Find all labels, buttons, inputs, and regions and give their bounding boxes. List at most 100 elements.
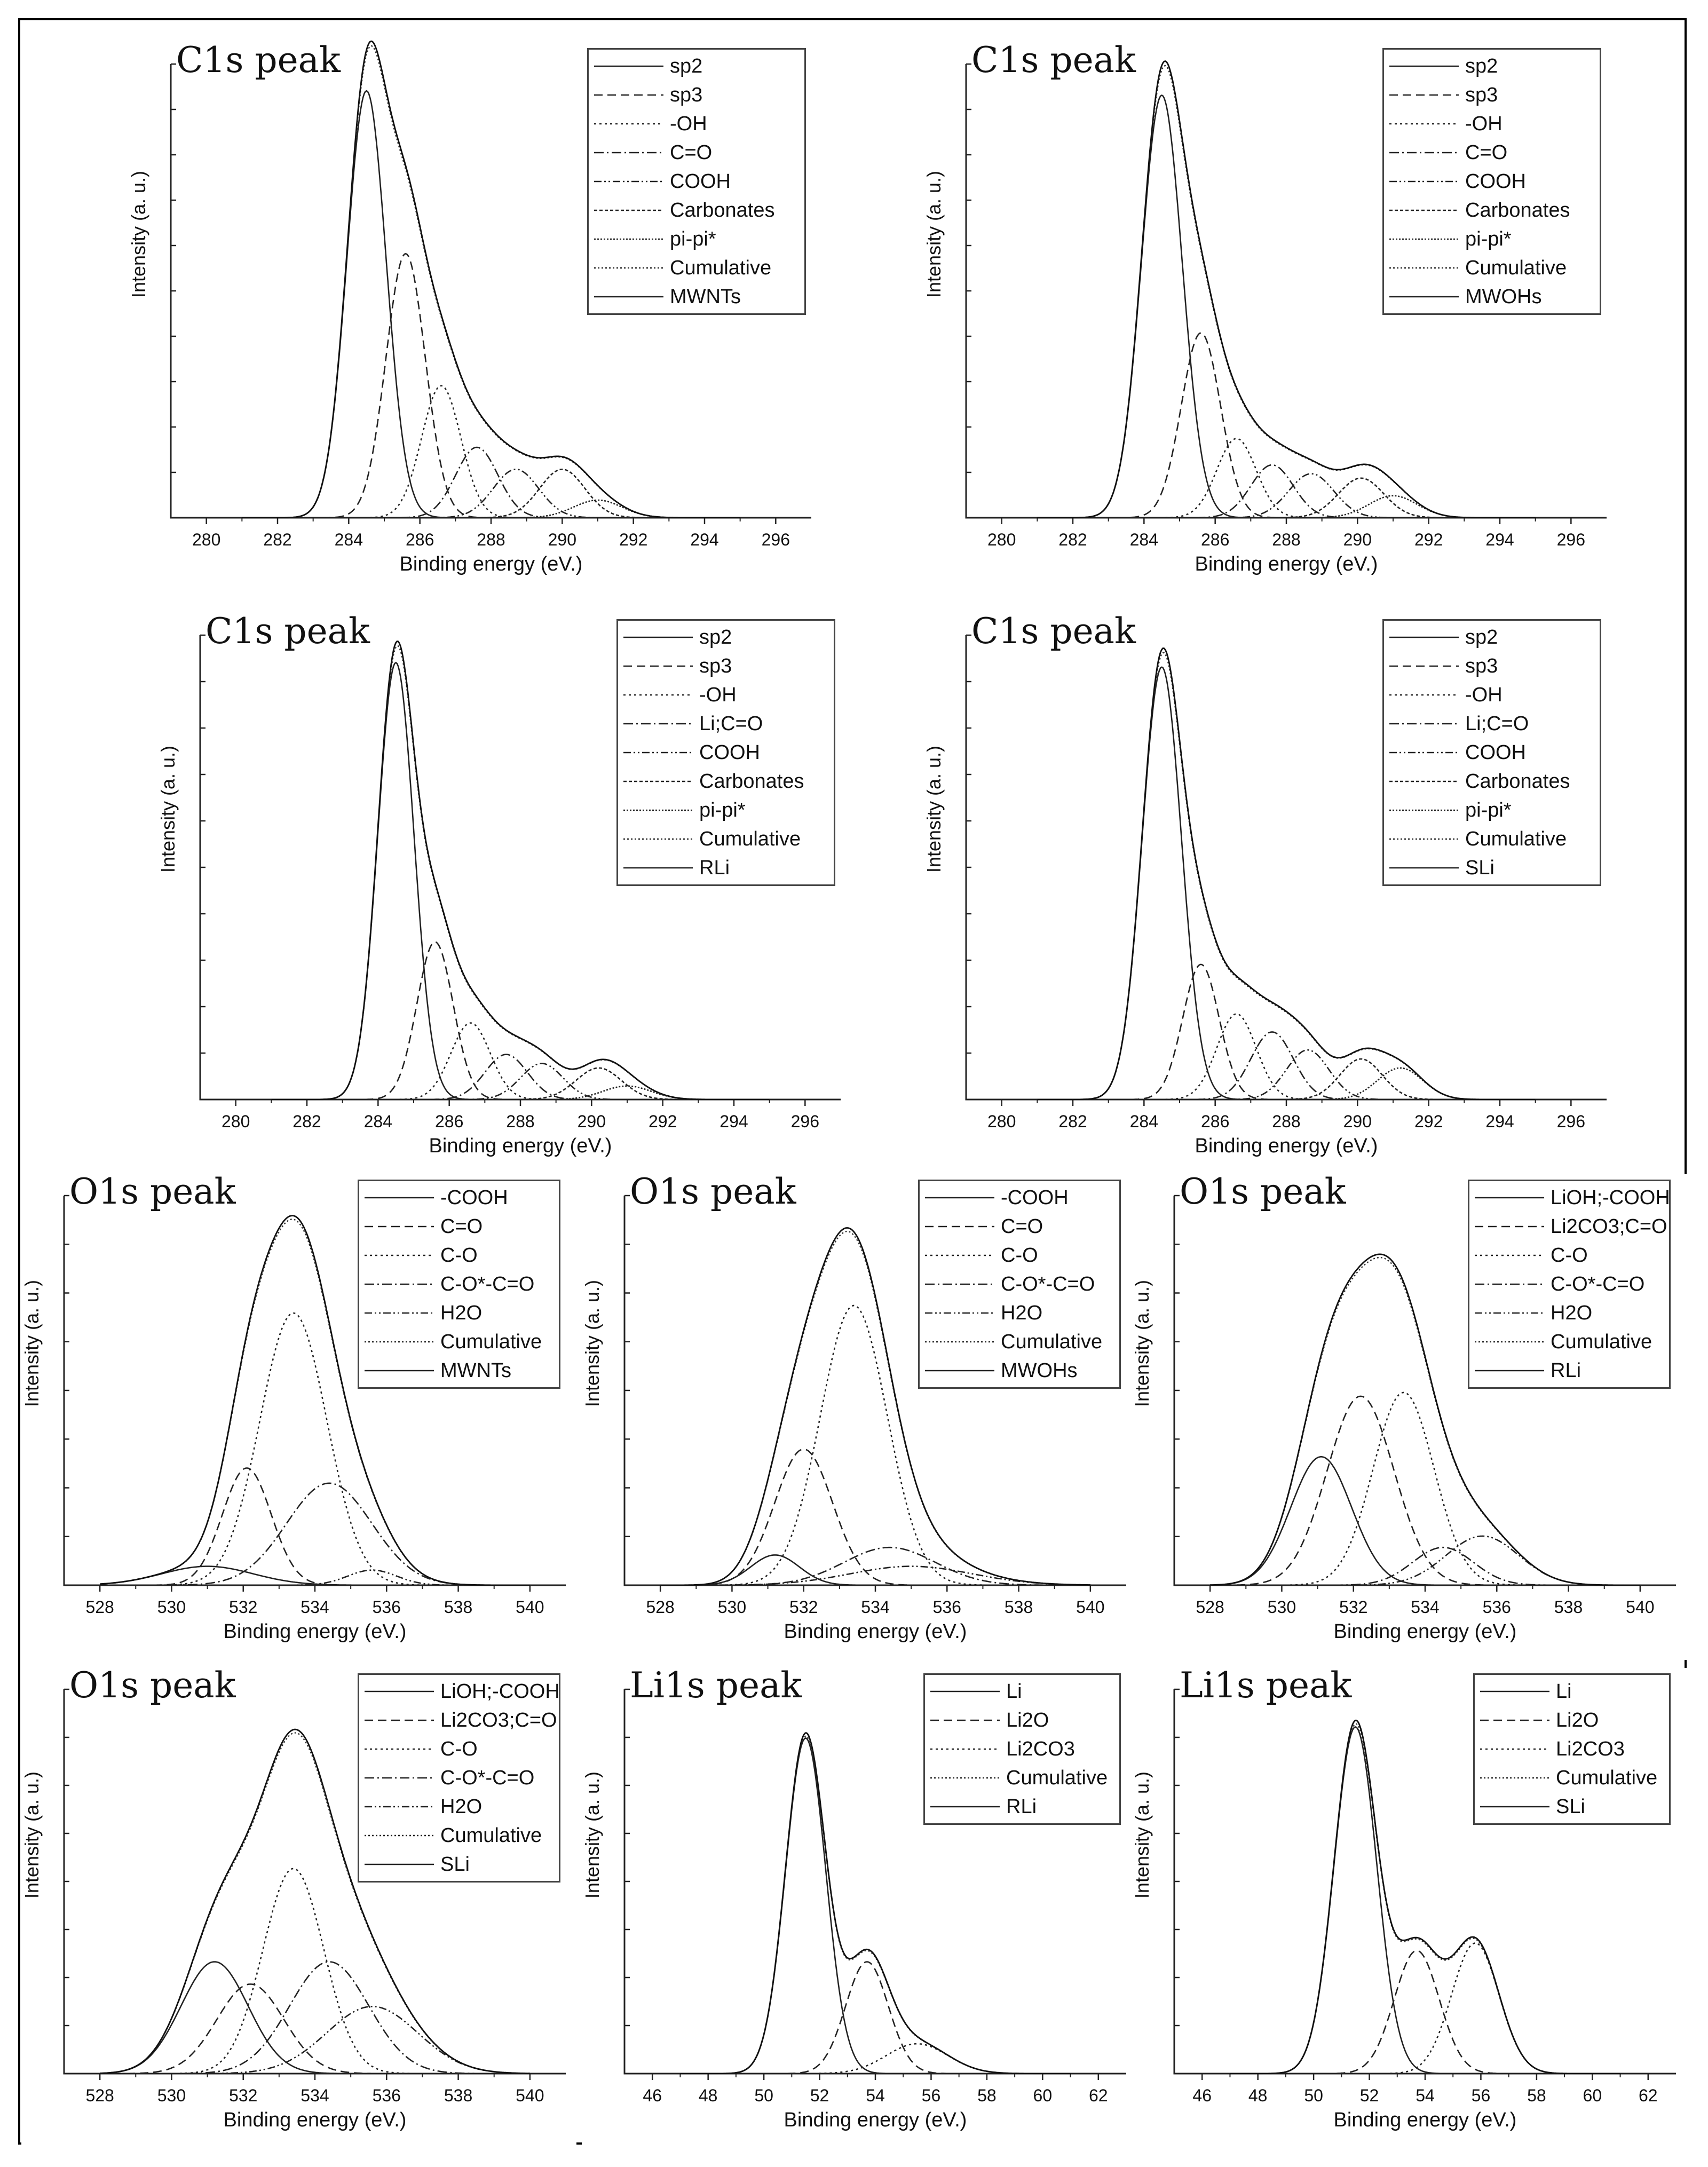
- legend-label: sp3: [699, 654, 732, 677]
- legend-item-lioh-cooh: LiOH;-COOH: [1469, 1183, 1670, 1212]
- chart-svg: 528 530 532 534 536 538 540: [623, 1195, 1126, 1617]
- series-oh: [242, 385, 740, 519]
- legend-item-sp2: sp2: [1384, 52, 1600, 81]
- chart-panel-10: 46 48 50 52 54 56 58 60 62 Li1s peak Intensity (a.…: [1131, 1665, 1687, 2148]
- series-c-o: [660, 1448, 1090, 1586]
- legend-item-sp3: sp3: [618, 652, 834, 681]
- legend-label: C-O: [1551, 1244, 1588, 1267]
- x-tick-label: 282: [1058, 530, 1087, 549]
- legend-label: H2O: [1551, 1301, 1593, 1324]
- legend-label: Cumulative: [440, 1824, 542, 1847]
- series-h2o: [100, 1569, 530, 1586]
- legend-item-carbonates: Carbonates: [1384, 767, 1600, 796]
- x-tick-label: 54: [866, 2086, 885, 2105]
- legend-label: -OH: [1465, 112, 1503, 135]
- legend-label: pi-pi*: [699, 798, 746, 821]
- chart-panel-1: 280 282 284 286 288 290 292 294 296 C1s peak Inten…: [128, 39, 822, 592]
- legend-label: Li2O: [1556, 1709, 1599, 1731]
- legend-swatch: [365, 1806, 434, 1808]
- x-tick-label: 284: [1130, 1112, 1158, 1131]
- x-tick-label: 282: [1058, 1112, 1087, 1131]
- legend-swatch: [1480, 1690, 1549, 1693]
- legend-label: LiOH;-COOH: [440, 1680, 560, 1703]
- legend-label: COOH: [1465, 170, 1526, 193]
- series-lioh-cooh: [100, 1961, 530, 2075]
- x-axis-label: Binding energy (eV.): [784, 1620, 967, 1643]
- legend-swatch: [1475, 1225, 1544, 1228]
- series-sample: [99, 1215, 530, 1586]
- x-axis-label: Binding energy (eV.): [1195, 553, 1378, 575]
- legend-swatch: [1389, 296, 1459, 298]
- series-sample: [1210, 1253, 1640, 1586]
- x-tick-label: 294: [690, 530, 718, 549]
- legend-swatch: [930, 1748, 1000, 1750]
- series-h2o: [660, 1565, 1090, 1586]
- x-tick-label: 292: [649, 1112, 677, 1131]
- series-pi-pi: [242, 499, 740, 519]
- legend-item-pi-pi: pi-pi*: [589, 225, 804, 254]
- legend-item-sli: SLi: [1475, 1792, 1669, 1821]
- legend-swatch: [1389, 694, 1459, 696]
- legend-label: C-O: [1001, 1244, 1038, 1267]
- x-tick-label: 532: [789, 1597, 818, 1617]
- x-tick-label: 62: [1639, 2086, 1658, 2105]
- chart-title: C1s peak: [971, 39, 1136, 81]
- legend-swatch: [930, 1777, 1000, 1779]
- series-sample: [242, 40, 740, 519]
- legend: sp2 sp3 -OH C=O COOH Carbonates pi-pi* Cumulati…: [587, 48, 806, 315]
- legend-label: Cumulative: [1001, 1330, 1103, 1353]
- legend-item-c-o: C-O: [1469, 1241, 1669, 1270]
- legend-swatch: [365, 1748, 434, 1750]
- legend-item-c-o: C-O: [359, 1735, 559, 1763]
- legend-label: sp3: [670, 83, 703, 106]
- legend-swatch: [365, 1283, 434, 1285]
- x-axis-label: Binding energy (eV.): [784, 2109, 967, 2131]
- chart-title: C1s peak: [971, 611, 1136, 652]
- x-tick-label: 56: [922, 2086, 941, 2105]
- x-tick-label: 280: [192, 530, 220, 549]
- chart-svg: 528 530 532 534 536 538 540: [1173, 1195, 1676, 1617]
- legend-swatch: [1389, 867, 1459, 869]
- y-axis-label: Intensity (a. u.): [1131, 1771, 1153, 1899]
- legend-label: pi-pi*: [1465, 227, 1512, 250]
- chart-svg: 280 282 284 286 288 290 292 294 296: [965, 634, 1607, 1131]
- legend-item-h2o: H2O: [359, 1792, 559, 1821]
- legend-item-li-c-o: Li;C=O: [1384, 709, 1600, 738]
- legend-swatch: [1389, 665, 1459, 667]
- x-tick-label: 50: [1304, 2086, 1323, 2105]
- x-tick-label: 62: [1089, 2086, 1108, 2105]
- legend-swatch: [925, 1254, 994, 1256]
- x-tick-label: 290: [1343, 1112, 1372, 1131]
- series-cooh: [1037, 1049, 1536, 1101]
- legend-item-cumulative: Cumulative: [1384, 825, 1600, 853]
- legend-item-carbonates: Carbonates: [1384, 196, 1600, 225]
- legend-swatch: [1389, 636, 1459, 638]
- x-tick-label: 294: [1485, 530, 1514, 549]
- series-c-o: [242, 446, 740, 519]
- series-c-o: [100, 1467, 530, 1586]
- chart-panel-5: 528 530 532 534 536 538 540 O1s peak Intensity (…: [21, 1171, 576, 1660]
- legend-label: H2O: [440, 1795, 483, 1818]
- legend-item-pi-pi: pi-pi*: [1384, 796, 1600, 825]
- legend-item-pi-pi: pi-pi*: [1384, 225, 1600, 254]
- x-tick-label: 48: [1248, 2086, 1268, 2105]
- x-tick-label: 540: [1626, 1597, 1654, 1617]
- legend-item-cooh: -COOH: [359, 1183, 559, 1212]
- legend-swatch: [594, 296, 663, 298]
- legend-swatch: [925, 1283, 994, 1285]
- legend-swatch: [1480, 1719, 1549, 1721]
- x-tick-label: 282: [263, 530, 291, 549]
- x-tick-label: 536: [1483, 1597, 1511, 1617]
- legend-swatch: [1389, 152, 1459, 154]
- legend-label: Cumulative: [699, 827, 801, 850]
- legend-item-c-o: C-O: [920, 1241, 1119, 1270]
- legend-label: Li2CO3: [1556, 1737, 1625, 1760]
- legend-label: COOH: [699, 741, 760, 764]
- legend-item-sp2: sp2: [1384, 623, 1600, 652]
- chart-title: O1s peak: [630, 1171, 796, 1212]
- x-tick-label: 284: [1130, 530, 1158, 549]
- legend-item-sp2: sp2: [618, 623, 834, 652]
- series-li2o: [680, 1961, 1071, 2075]
- x-tick-label: 540: [516, 2086, 544, 2105]
- legend-label: Cumulative: [1556, 1766, 1658, 1789]
